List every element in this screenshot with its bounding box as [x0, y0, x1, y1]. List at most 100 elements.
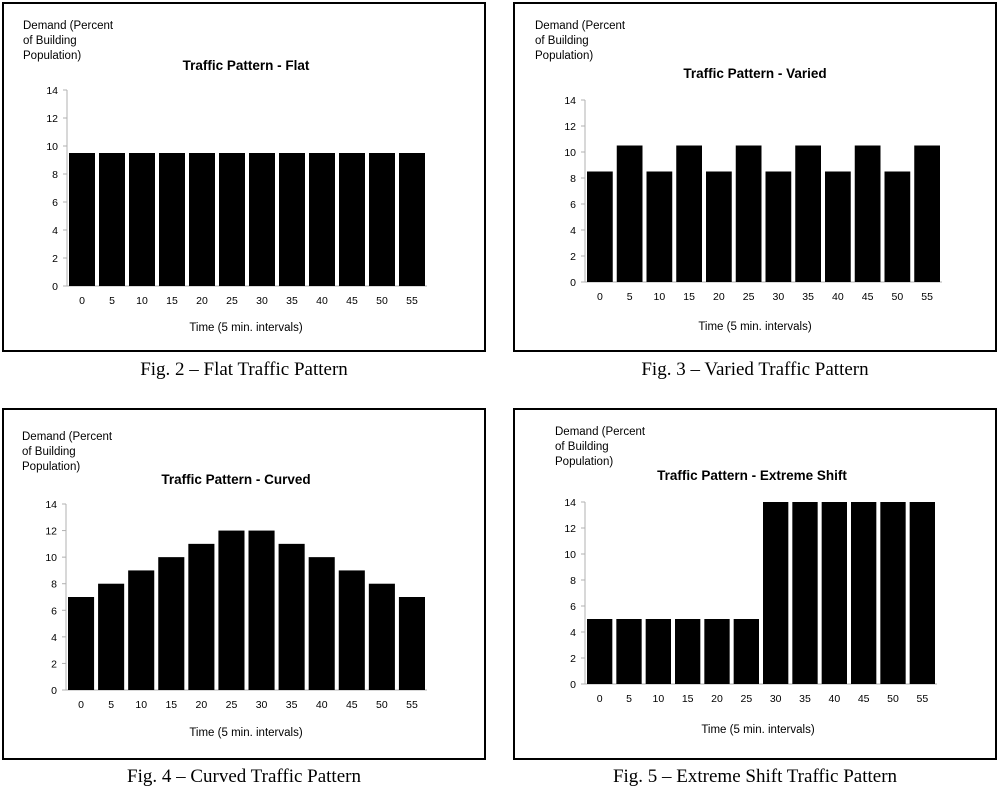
y-tick-label: 4	[570, 225, 576, 237]
x-tick-label: 25	[226, 699, 238, 711]
x-tick-label: 15	[682, 693, 694, 705]
y-tick-label: 12	[564, 523, 576, 535]
chart-title: Traffic Pattern - Flat	[183, 58, 310, 73]
x-tick-label: 25	[740, 693, 752, 705]
x-tick-label: 20	[711, 693, 723, 705]
x-tick-label: 10	[135, 699, 147, 711]
y-tick-label: 2	[570, 251, 576, 263]
y-tick-label: 8	[52, 169, 58, 181]
chart-frame-curved: Demand (Percent of Building Population) …	[2, 408, 486, 760]
x-tick-label: 45	[858, 693, 870, 705]
x-tick-label: 20	[196, 699, 208, 711]
bar	[675, 619, 701, 684]
bar	[249, 153, 275, 286]
chart-title: Traffic Pattern - Extreme Shift	[657, 468, 847, 483]
y-axis-label-line: of Building	[535, 35, 589, 47]
y-tick-label: 14	[564, 497, 576, 509]
bar	[616, 145, 643, 282]
bar	[278, 543, 305, 690]
y-tick-label: 14	[46, 85, 58, 97]
bar	[706, 171, 732, 282]
x-tick-label: 45	[346, 295, 358, 307]
y-tick-label: 12	[564, 121, 576, 133]
x-tick-label: 50	[376, 699, 388, 711]
x-tick-label: 35	[802, 291, 814, 303]
x-tick-label: 55	[406, 295, 418, 307]
x-tick-label: 5	[108, 699, 114, 711]
y-tick-label: 4	[570, 627, 576, 639]
x-tick-label: 5	[626, 693, 632, 705]
x-tick-label: 0	[597, 693, 603, 705]
figure-caption-flat: Fig. 2 – Flat Traffic Pattern	[140, 359, 348, 380]
y-tick-label: 4	[52, 225, 58, 237]
bar	[854, 145, 881, 282]
y-axis-label-line: Population)	[555, 456, 614, 468]
y-axis-label-line: Population)	[535, 50, 594, 62]
bar	[616, 619, 642, 684]
y-tick-label: 10	[45, 552, 57, 564]
bar	[189, 153, 215, 286]
bar	[188, 543, 215, 690]
y-tick-label: 12	[45, 526, 57, 538]
y-tick-label: 4	[51, 632, 57, 644]
y-tick-label: 0	[51, 685, 57, 697]
x-tick-label: 35	[286, 699, 298, 711]
y-tick-label: 2	[51, 658, 57, 670]
bar	[795, 145, 821, 282]
y-tick-label: 2	[52, 253, 58, 265]
x-tick-label: 5	[627, 291, 633, 303]
x-tick-label: 30	[256, 295, 268, 307]
y-axis-label-line: Demand (Percent	[23, 20, 114, 32]
y-axis-label-flat: Demand (Percent of Building Population)	[23, 19, 113, 64]
bar	[369, 153, 395, 286]
y-tick-label: 0	[570, 679, 576, 691]
y-tick-label: 14	[45, 499, 57, 511]
figure-caption-varied: Fig. 3 – Varied Traffic Pattern	[641, 359, 869, 380]
bar	[735, 145, 762, 282]
y-tick-label: 12	[46, 113, 58, 125]
bar	[368, 583, 395, 690]
bar	[645, 619, 671, 684]
y-axis-label-varied: Demand (Percent of Building Population)	[535, 19, 625, 64]
x-tick-label: 45	[346, 699, 358, 711]
x-tick-label: 40	[316, 699, 328, 711]
y-axis-label-curved: Demand (Percent of Building Population)	[22, 430, 112, 475]
chart-title: Traffic Pattern - Curved	[161, 472, 310, 487]
bar	[159, 153, 185, 286]
bar	[398, 597, 425, 690]
chart-frame-extreme-shift: Demand (Percent of Building Population) …	[513, 408, 997, 760]
chart-frame-varied: Demand (Percent of Building Population) …	[513, 2, 997, 352]
bar	[219, 153, 245, 286]
bar	[218, 530, 245, 690]
bar	[676, 145, 702, 282]
y-tick-label: 6	[51, 605, 57, 617]
bar	[821, 502, 847, 684]
figure-caption-extreme-shift: Fig. 5 – Extreme Shift Traffic Pattern	[612, 766, 898, 787]
bar	[99, 153, 125, 286]
y-tick-label: 14	[564, 95, 576, 107]
x-tick-label: 40	[828, 693, 840, 705]
x-tick-label: 55	[921, 291, 933, 303]
bar	[765, 171, 792, 282]
bar	[308, 557, 335, 690]
x-tick-label: 15	[683, 291, 695, 303]
bar	[792, 502, 818, 684]
x-tick-label: 30	[770, 693, 782, 705]
x-axis-title: Time (5 min. intervals)	[189, 322, 302, 334]
bar	[158, 557, 185, 690]
x-tick-label: 45	[862, 291, 874, 303]
x-axis-title: Time (5 min. intervals)	[698, 321, 811, 333]
y-axis-label-line: Population)	[22, 461, 81, 473]
bar	[399, 153, 425, 286]
bar	[763, 502, 789, 684]
bar	[880, 502, 906, 684]
x-tick-label: 10	[136, 295, 148, 307]
x-tick-label: 30	[773, 291, 785, 303]
bar	[129, 153, 155, 286]
bar	[68, 597, 95, 690]
y-axis-label-line: Demand (Percent	[535, 20, 626, 32]
bar	[914, 145, 940, 282]
y-tick-label: 10	[564, 147, 576, 159]
y-axis-label-line: of Building	[23, 35, 77, 47]
figure-caption-curved: Fig. 4 – Curved Traffic Pattern	[127, 766, 361, 787]
